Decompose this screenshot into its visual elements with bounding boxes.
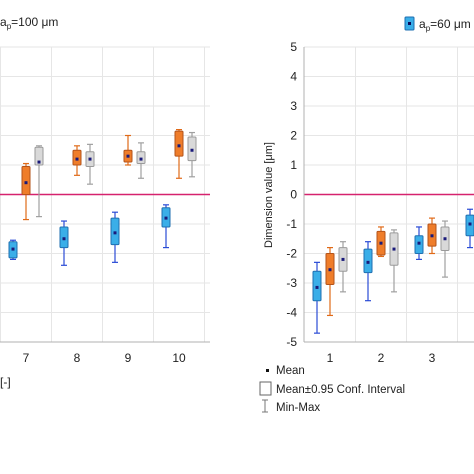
left-x-unit-label: [-] xyxy=(0,375,11,389)
box-orange-x8 xyxy=(72,145,82,176)
box-blue-x7 xyxy=(8,239,18,260)
y-tick-label: 4 xyxy=(290,70,297,84)
y-tick-label: -1 xyxy=(286,217,297,231)
box-orange-x9 xyxy=(123,134,133,166)
key-interval-box xyxy=(259,381,272,396)
right-panel: 5 4 3 2 1 0 -1 -2 -3 -4 -5 1 2 3 Dimension value [μm… xyxy=(259,16,474,414)
y-tick-label: 2 xyxy=(290,129,297,143)
plot-key: Mean Mean±0.95 Conf. Interval Min-Max xyxy=(259,365,405,414)
mean-marker xyxy=(341,257,345,261)
right-legend-swatch-mean xyxy=(408,22,411,25)
left-x-tick-labels: 7 8 9 10 xyxy=(23,351,186,365)
box-gray-x10 xyxy=(187,131,197,178)
mean-marker xyxy=(113,231,117,235)
right-box-plots xyxy=(312,208,474,334)
x-tick-label: 9 xyxy=(125,351,132,365)
box-gray-x2 xyxy=(389,229,399,293)
box-orange-x2 xyxy=(376,226,386,258)
x-tick-label: 8 xyxy=(74,351,81,365)
x-tick-label: 7 xyxy=(23,351,30,365)
box-blue-x2 xyxy=(363,241,373,302)
left-legend-label: ap=100 μm xyxy=(0,15,58,31)
y-tick-label: 5 xyxy=(290,40,297,54)
left-box-plots xyxy=(8,129,197,266)
mean-marker xyxy=(430,234,434,238)
key-mean-label: Mean xyxy=(276,365,305,377)
mean-marker xyxy=(392,247,396,251)
x-tick-label: 2 xyxy=(378,351,385,365)
mean-marker xyxy=(328,268,332,272)
interval-box xyxy=(174,130,184,157)
y-tick-label: 1 xyxy=(290,158,297,172)
mean-marker xyxy=(443,237,447,241)
right-legend-label: ap=60 μm xyxy=(419,17,471,33)
mean-marker xyxy=(88,157,92,161)
mean-marker xyxy=(366,260,370,264)
mean-marker xyxy=(177,144,181,148)
mean-marker xyxy=(37,160,41,164)
box-gray-x1 xyxy=(338,241,348,293)
key-interval-label: Mean±0.95 Conf. Interval xyxy=(276,384,405,396)
box-gray-x7 xyxy=(34,145,44,218)
y-tick-label: 0 xyxy=(290,188,297,202)
key-minmax-label: Min-Max xyxy=(276,402,320,414)
y-tick-label: -5 xyxy=(286,335,297,349)
box-orange-x10 xyxy=(174,129,184,179)
right-x-tick-labels: 1 2 3 xyxy=(327,351,436,365)
left-panel: 7 8 9 10 [-] ap=100 μm xyxy=(0,15,210,389)
mean-marker xyxy=(75,157,79,161)
right-y-tick-labels: 5 4 3 2 1 0 -1 -2 -3 -4 -5 xyxy=(286,40,297,349)
mean-marker xyxy=(24,181,28,185)
mean-marker xyxy=(139,157,143,161)
box-blue-x3 xyxy=(414,226,424,260)
box-blue-x1 xyxy=(312,261,322,334)
x-tick-label: 10 xyxy=(172,351,186,365)
mean-marker xyxy=(164,216,168,220)
y-tick-label: 3 xyxy=(290,99,297,113)
mean-marker xyxy=(468,222,472,226)
right-y-axis-title: Dimension value [μm] xyxy=(263,142,275,248)
y-tick-label: -4 xyxy=(286,306,297,320)
box-orange-x1 xyxy=(325,247,335,317)
right-legend: ap=60 μm xyxy=(404,16,471,33)
mean-marker xyxy=(190,148,194,152)
mean-marker xyxy=(417,241,421,245)
box-orange-x3 xyxy=(427,217,437,255)
mean-marker xyxy=(315,285,319,289)
box-gray-x8 xyxy=(85,143,95,185)
mean-marker xyxy=(379,241,383,245)
box-blue-x10 xyxy=(161,204,171,249)
mean-marker xyxy=(126,154,130,158)
left-legend: ap=100 μm xyxy=(0,15,58,31)
y-tick-label: -3 xyxy=(286,276,297,290)
box-gray-x9 xyxy=(136,142,146,179)
box-blue-x4 xyxy=(465,208,474,249)
interval-box xyxy=(34,146,44,166)
y-tick-label: -2 xyxy=(286,247,297,261)
mean-marker xyxy=(11,247,15,251)
mean-marker xyxy=(62,237,66,241)
box-orange-x7 xyxy=(21,162,31,221)
interval-box xyxy=(21,165,31,196)
box-gray-x3 xyxy=(440,220,450,278)
box-blue-x8 xyxy=(59,220,69,266)
box-blue-x9 xyxy=(110,211,120,263)
x-tick-label: 3 xyxy=(429,351,436,365)
key-mean-marker xyxy=(266,369,269,372)
x-tick-label: 1 xyxy=(327,351,334,365)
